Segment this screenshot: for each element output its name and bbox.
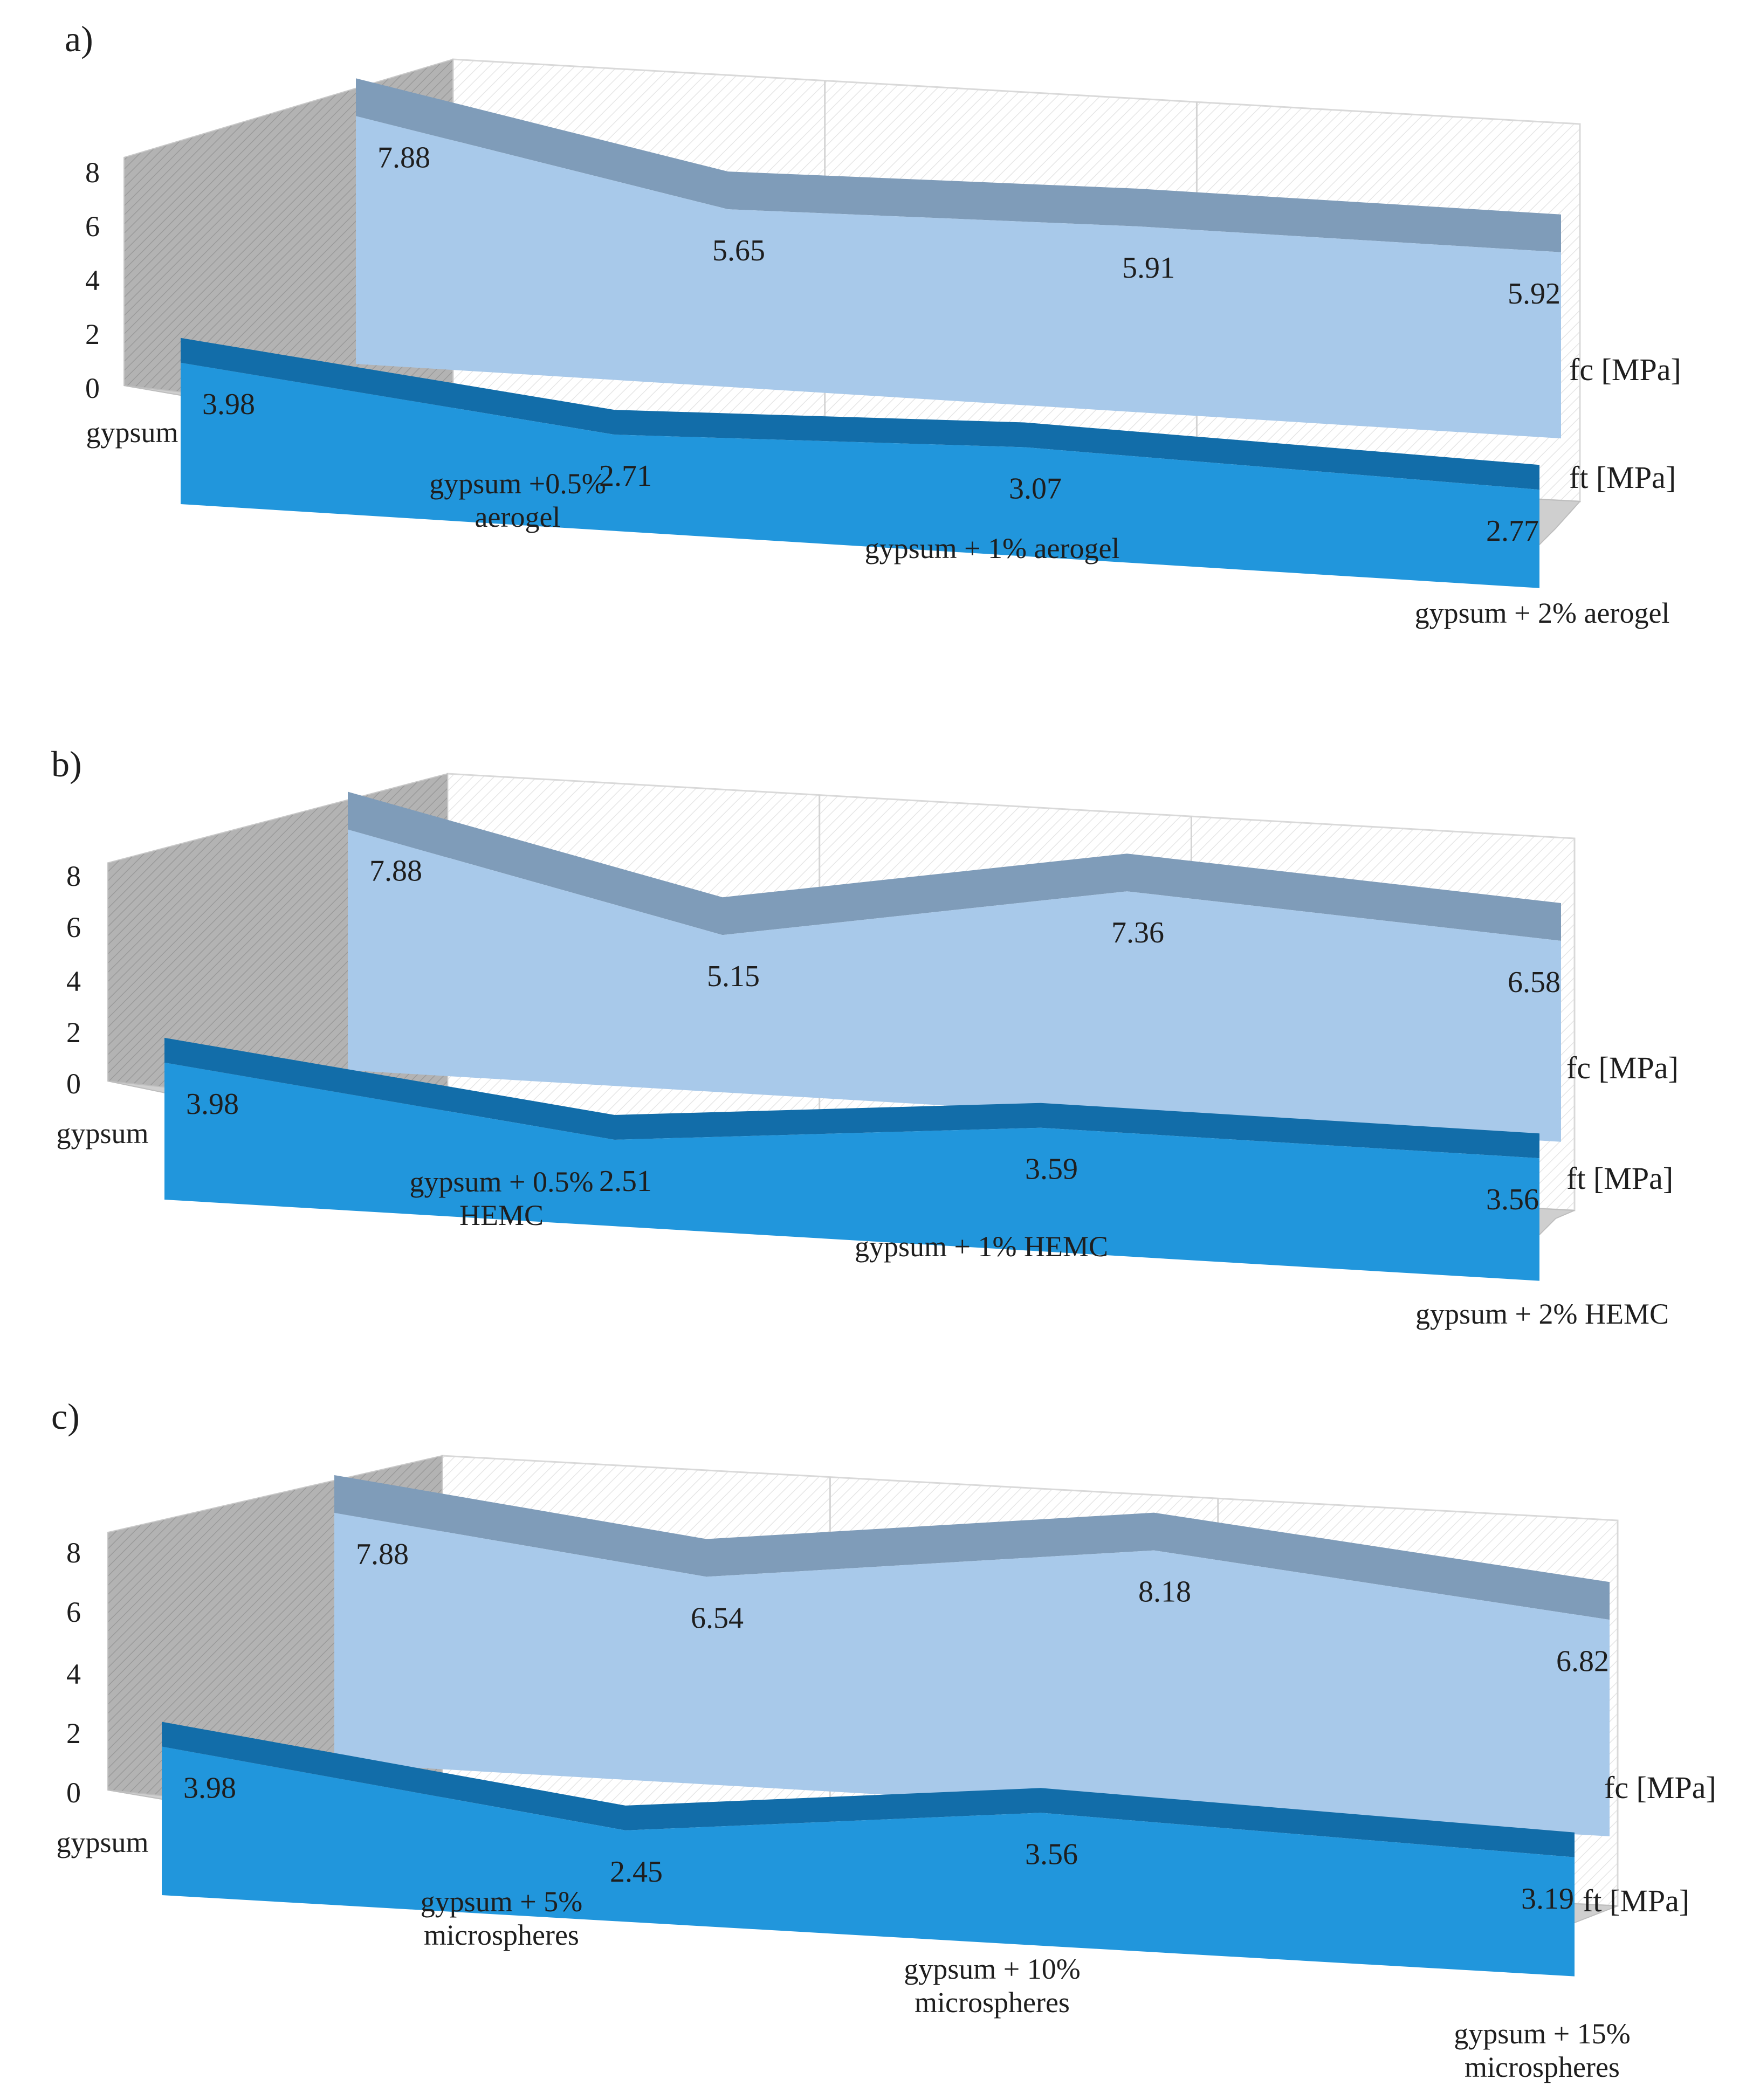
y-tick-label: 0 <box>85 372 100 404</box>
category-label-line: aerogel <box>475 501 561 533</box>
series-fc-front-face <box>334 1513 1610 1836</box>
panel-label: c) <box>51 1396 80 1437</box>
category-label: gypsum + 5% microspheres <box>421 1885 582 1951</box>
y-tick-label: 6 <box>66 911 81 944</box>
data-label: 3.98 <box>183 1772 236 1805</box>
series-label-ft: ft [MPa] <box>1569 460 1676 495</box>
category-label-line: microspheres <box>915 1986 1070 2019</box>
y-tick-label: 8 <box>66 1537 81 1569</box>
data-label: 2.45 <box>610 1855 663 1889</box>
category-label-line: gypsum + 5% <box>421 1885 582 1918</box>
category-label-line: gypsum <box>56 1117 148 1149</box>
category-label: gypsum + 0.5% HEMC <box>410 1166 594 1231</box>
category-label-line: gypsum + 2% HEMC <box>1415 1298 1669 1330</box>
y-tick-label: 8 <box>85 156 100 189</box>
category-label-line: gypsum <box>56 1826 148 1858</box>
data-label: 5.92 <box>1508 277 1560 311</box>
y-tick-label: 4 <box>85 264 100 297</box>
series-ft-front-face <box>162 1746 1575 1977</box>
panel-label: a) <box>65 18 93 59</box>
series-ft-front-face <box>164 1062 1539 1281</box>
category-label-line: HEMC <box>459 1199 544 1231</box>
category-label-line: gypsum <box>86 416 178 449</box>
category-label-line: gypsum + 1% HEMC <box>855 1230 1108 1263</box>
series-label-fc: fc [MPa] <box>1566 1050 1679 1085</box>
data-label: 3.19 <box>1521 1882 1574 1916</box>
category-label: gypsum + 10% microspheres <box>904 1953 1080 2019</box>
series-label-fc: fc [MPa] <box>1604 1770 1716 1805</box>
category-label-line: gypsum + 10% <box>904 1953 1080 1985</box>
category-label: gypsum + 1% aerogel <box>865 532 1120 564</box>
series-fc-top-ribbon <box>356 78 1561 252</box>
data-label: 6.54 <box>691 1602 744 1635</box>
series-label-ft: ft [MPa] <box>1566 1161 1673 1196</box>
series-fc-top-ribbon <box>334 1475 1610 1620</box>
category-label-line: gypsum + 1% aerogel <box>865 532 1120 564</box>
y-tick-label: 4 <box>66 965 81 997</box>
chart-panel-1: a) 0 2 4 6 8 7.88 5.65 5.91 5.92 3.98 2.71 3.07 2.77 f… <box>65 18 1681 629</box>
y-tick-label: 0 <box>66 1068 81 1100</box>
category-label-line: microspheres <box>424 1919 579 1951</box>
series-ft-front-face <box>181 362 1539 588</box>
category-label: gypsum + 2% aerogel <box>1415 597 1670 629</box>
chart-panel-3: c) 0 2 4 6 8 7.88 6.54 8.18 6.82 3.98 2.45 3.56 3.19 f… <box>51 1396 1716 2083</box>
chart-panel-2: b) 0 2 4 6 8 7.88 5.15 7.36 6.58 3.98 2.51 3.59 3.56 f… <box>51 743 1679 1330</box>
series-ft-top-ribbon <box>162 1722 1575 1857</box>
category-label-line: gypsum + 2% aerogel <box>1415 597 1670 629</box>
data-label: 7.88 <box>377 141 430 174</box>
series-ft-top-ribbon <box>181 338 1539 490</box>
data-label: 2.51 <box>599 1165 652 1198</box>
y-tick-label: 6 <box>85 210 100 243</box>
category-label: gypsum <box>56 1826 148 1858</box>
data-label: 6.82 <box>1556 1644 1609 1678</box>
data-label: 3.59 <box>1025 1153 1078 1186</box>
category-label: gypsum <box>56 1117 148 1149</box>
y-tick-label: 4 <box>66 1658 81 1690</box>
series-fc-top-ribbon <box>348 791 1561 941</box>
data-label: 3.56 <box>1025 1837 1078 1871</box>
data-label: 7.88 <box>356 1538 409 1571</box>
panel-label: b) <box>51 743 82 784</box>
data-label: 5.91 <box>1122 251 1175 285</box>
data-label: 6.58 <box>1508 966 1560 999</box>
data-label: 3.98 <box>202 388 255 421</box>
data-label: 8.18 <box>1138 1575 1191 1609</box>
data-label: 2.77 <box>1486 514 1539 548</box>
category-label: gypsum + 1% HEMC <box>855 1230 1108 1263</box>
category-label: gypsum +0.5% aerogel <box>429 467 606 533</box>
data-label: 5.15 <box>707 960 760 993</box>
category-label-line: gypsum +0.5% <box>429 467 606 500</box>
category-label: gypsum <box>86 416 178 449</box>
y-tick-label: 2 <box>85 318 100 350</box>
data-label: 3.98 <box>186 1087 239 1121</box>
data-label: 3.07 <box>1009 472 1062 505</box>
series-ft-top-ribbon <box>164 1037 1539 1159</box>
category-label-line: gypsum + 15% <box>1454 2018 1630 2050</box>
series-fc-front-face <box>348 829 1561 1142</box>
category-label-line: gypsum + 0.5% <box>410 1166 594 1198</box>
series-label-ft: ft [MPa] <box>1583 1883 1689 1918</box>
y-tick-label: 6 <box>66 1596 81 1628</box>
data-label: 7.88 <box>369 854 422 887</box>
data-label: 5.65 <box>712 234 765 267</box>
category-label: gypsum + 2% HEMC <box>1415 1298 1669 1330</box>
series-fc-front-face <box>356 116 1561 439</box>
data-label: 2.71 <box>599 459 652 493</box>
data-label: 7.36 <box>1111 916 1164 949</box>
y-tick-label: 0 <box>66 1777 81 1809</box>
data-label: 3.56 <box>1486 1183 1539 1216</box>
category-label-line: microspheres <box>1465 2051 1620 2083</box>
y-tick-label: 8 <box>66 860 81 892</box>
y-tick-label: 2 <box>66 1717 81 1750</box>
category-label: gypsum + 15% microspheres <box>1454 2018 1630 2083</box>
y-tick-label: 2 <box>66 1016 81 1049</box>
series-label-fc: fc [MPa] <box>1569 352 1681 387</box>
